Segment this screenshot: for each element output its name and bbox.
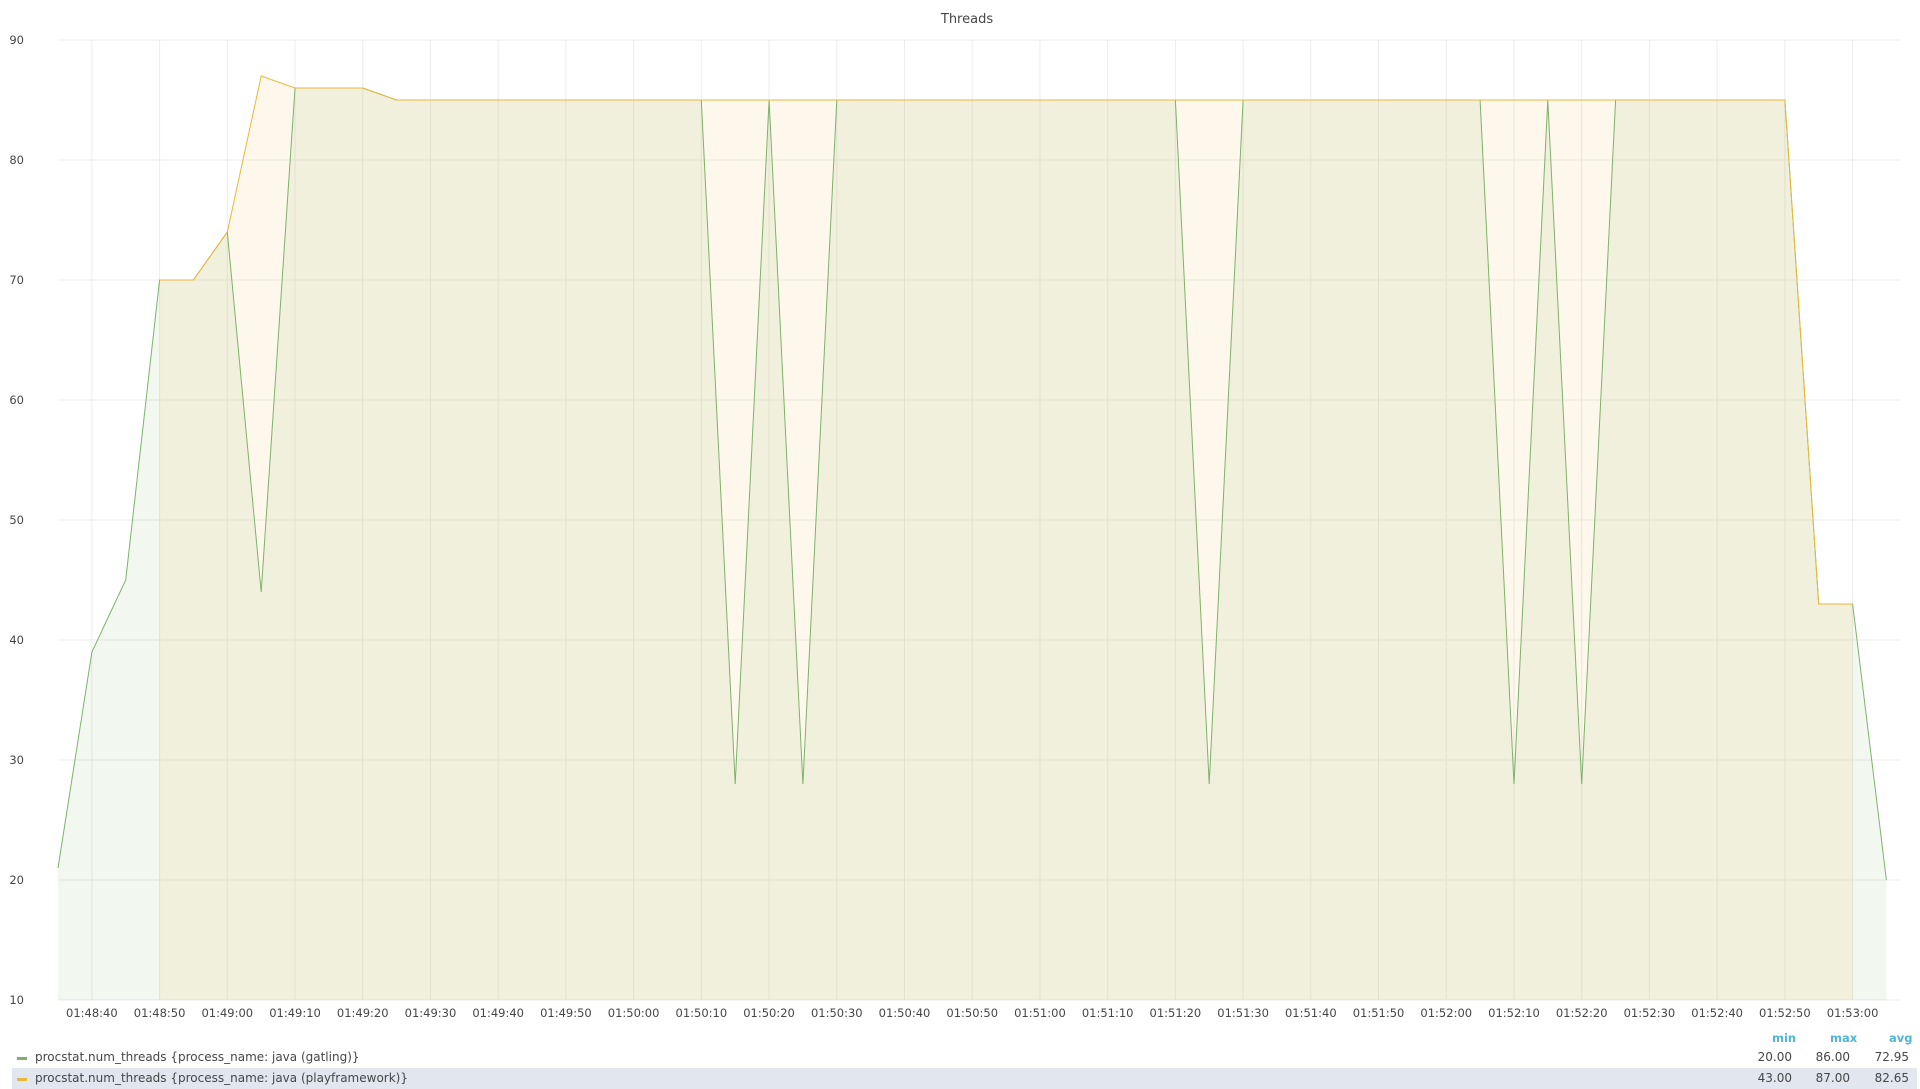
series-area-playframework: [159, 76, 1853, 1000]
y-tick-label: 10: [9, 993, 24, 1007]
x-tick-label: 01:49:30: [405, 1006, 457, 1020]
x-tick-label: 01:52:30: [1624, 1006, 1676, 1020]
x-tick-label: 01:52:10: [1488, 1006, 1540, 1020]
x-tick-label: 01:51:20: [1150, 1006, 1202, 1020]
legend-header-max[interactable]: max: [1830, 1031, 1858, 1045]
chart-title: Threads: [940, 12, 993, 27]
x-tick-label: 01:48:50: [134, 1006, 186, 1020]
x-tick-label: 01:50:40: [879, 1006, 931, 1020]
x-tick-label: 01:50:10: [676, 1006, 728, 1020]
y-tick-label: 60: [9, 393, 24, 407]
x-tick-label: 01:51:40: [1285, 1006, 1337, 1020]
legend-value-min: 43.00: [1757, 1071, 1792, 1085]
y-axis-ticks: 10 20 30 40 50 60 70 80 90: [9, 33, 24, 1007]
legend-header-min[interactable]: min: [1772, 1031, 1797, 1045]
x-tick-label: 01:52:50: [1759, 1006, 1811, 1020]
y-tick-label: 20: [9, 873, 24, 887]
x-tick-label: 01:52:40: [1691, 1006, 1743, 1020]
x-tick-label: 01:52:00: [1420, 1006, 1472, 1020]
x-tick-label: 01:50:30: [811, 1006, 863, 1020]
legend: min max avg procstat.num_threads {proces…: [12, 1029, 1917, 1089]
y-tick-label: 50: [9, 513, 24, 527]
legend-series-name[interactable]: procstat.num_threads {process_name: java…: [35, 1050, 360, 1064]
y-tick-label: 40: [9, 633, 24, 647]
x-tick-label: 01:50:20: [743, 1006, 795, 1020]
x-tick-label: 01:49:10: [269, 1006, 321, 1020]
x-tick-label: 01:52:20: [1556, 1006, 1608, 1020]
x-tick-label: 01:50:50: [946, 1006, 998, 1020]
x-tick-label: 01:53:00: [1827, 1006, 1879, 1020]
series-areas: [58, 76, 1887, 1000]
legend-header: min max avg: [12, 1029, 1917, 1047]
series-lines: [57, 75, 1887, 881]
legend-header-avg[interactable]: avg: [1889, 1031, 1913, 1045]
x-tick-label: 01:50:00: [608, 1006, 660, 1020]
y-tick-label: 30: [9, 753, 24, 767]
y-tick-label: 80: [9, 153, 24, 167]
x-tick-label: 01:51:10: [1082, 1006, 1134, 1020]
legend-item-gatling[interactable]: procstat.num_threads {process_name: java…: [12, 1047, 1917, 1068]
x-tick-label: 01:49:00: [201, 1006, 253, 1020]
legend-value-avg: 72.95: [1874, 1050, 1909, 1064]
legend-value-min: 20.00: [1757, 1050, 1792, 1064]
legend-value-max: 87.00: [1815, 1071, 1850, 1085]
grid-lines: [58, 39, 1900, 1001]
x-tick-label: 01:51:50: [1353, 1006, 1405, 1020]
x-tick-label: 01:49:40: [472, 1006, 524, 1020]
y-tick-label: 90: [9, 33, 24, 47]
x-tick-label: 01:49:50: [540, 1006, 592, 1020]
x-tick-label: 01:49:20: [337, 1006, 389, 1020]
legend-value-avg: 82.65: [1874, 1071, 1909, 1085]
x-tick-label: 01:48:40: [66, 1006, 118, 1020]
series-line-playframework[interactable]: [159, 75, 1853, 605]
x-axis-ticks: 01:48:40 01:48:50 01:49:00 01:49:10 01:49:20…: [66, 1006, 1878, 1020]
x-tick-label: 01:51:30: [1217, 1006, 1269, 1020]
series-area-gatling: [58, 88, 1887, 1000]
legend-item-playframework[interactable]: procstat.num_threads {process_name: java…: [12, 1068, 1917, 1089]
x-tick-label: 01:51:00: [1014, 1006, 1066, 1020]
legend-series-name[interactable]: procstat.num_threads {process_name: java…: [35, 1071, 408, 1085]
legend-swatch-gatling[interactable]: [17, 1057, 27, 1060]
legend-value-max: 86.00: [1815, 1050, 1850, 1064]
y-tick-label: 70: [9, 273, 24, 287]
